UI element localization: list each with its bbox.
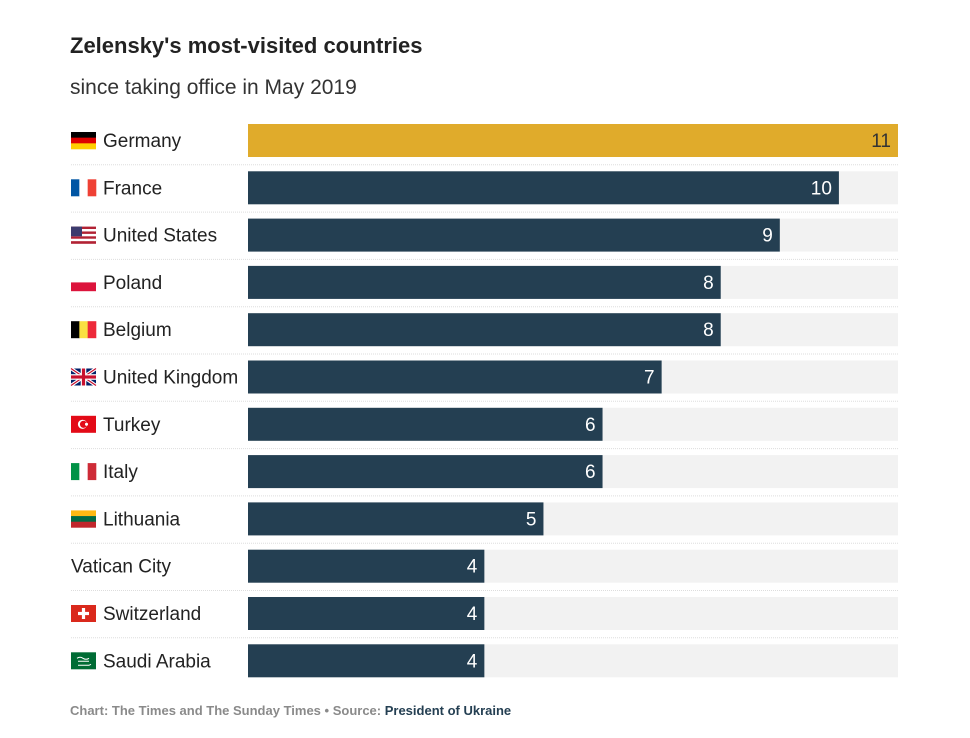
bar [248, 360, 662, 394]
italy-flag-icon [71, 463, 97, 481]
bar-value-label: 4 [467, 604, 478, 625]
footer-separator: • [320, 703, 333, 718]
category-label: Poland [103, 273, 162, 294]
bar [248, 502, 544, 536]
chart-credit: Chart: The Times and The Sunday Times [70, 703, 321, 718]
bar [248, 313, 721, 347]
chart-title: Zelensky's most-visited countries [70, 33, 423, 58]
bar-value-label: 5 [526, 509, 537, 530]
bar [248, 171, 839, 205]
bar-value-label: 8 [703, 320, 714, 341]
bar-value-label: 4 [467, 651, 478, 672]
source-link[interactable]: President of Ukraine [384, 703, 512, 718]
turkey-flag-icon [71, 415, 96, 433]
bar-value-label: 6 [585, 462, 596, 483]
bar [248, 597, 485, 630]
bar-row: 6 Turkey [71, 400, 898, 441]
category-label: United Kingdom [103, 368, 238, 389]
poland-flag-icon [71, 273, 96, 292]
bar-row: 6 Italy [71, 448, 898, 489]
bar-value-label: 6 [585, 415, 596, 436]
source-label: Source: [332, 703, 385, 718]
bar [248, 549, 485, 583]
bar-value-label: 9 [762, 226, 773, 247]
bar-row: 5 Lithuania [71, 495, 898, 536]
bar [248, 644, 485, 678]
bar-value-label: 7 [644, 368, 655, 389]
bar-row: 9 United States [71, 211, 898, 252]
chart-subtitle: since taking office in May 2019 [70, 76, 357, 99]
bar-value-label: 10 [811, 178, 832, 199]
category-label: Switzerland [103, 604, 201, 625]
category-label: Lithuania [103, 509, 181, 530]
bar-row: 4 Saudi Arabia [71, 637, 898, 678]
usa-flag-icon [71, 226, 96, 244]
switzerland-flag-icon [71, 605, 96, 622]
bar [248, 124, 898, 157]
category-label: Vatican City [71, 557, 171, 578]
bar-row: 10 France [71, 164, 898, 205]
bar-row: 7 United Kingdom [70, 353, 898, 394]
category-label: Turkey [103, 415, 161, 436]
bar-row: 11 Germany [71, 124, 898, 157]
bar [248, 218, 780, 252]
bar [248, 265, 721, 299]
category-label: France [103, 178, 162, 199]
bar-value-label: 4 [467, 557, 478, 578]
category-label: Belgium [103, 320, 172, 341]
bar-chart: 11 Germany 10 France 9 United States 8 Poland 8 B… [70, 124, 898, 678]
belgium-flag-icon [71, 321, 97, 339]
bar-value-label: 8 [703, 273, 714, 294]
bar [248, 455, 603, 489]
germany-flag-icon [71, 132, 96, 150]
bar-row: 8 Poland [71, 258, 898, 299]
bar-value-label: 11 [871, 131, 891, 152]
chart-footer: Chart: The Times and The Sunday Times • … [70, 703, 511, 718]
france-flag-icon [71, 179, 97, 197]
category-label: Germany [103, 131, 182, 152]
category-label: Italy [103, 462, 138, 483]
bar [248, 407, 603, 441]
saudi-arabia-flag-icon [71, 652, 96, 670]
category-label: Saudi Arabia [103, 651, 211, 672]
bar-row: 4 Switzerland [71, 590, 898, 630]
bar-row: 4 Vatican City [71, 542, 898, 583]
uk-flag-icon [70, 367, 97, 387]
category-label: United States [103, 226, 217, 247]
lithuania-flag-icon [71, 510, 96, 528]
bar-row: 8 Belgium [71, 306, 898, 347]
